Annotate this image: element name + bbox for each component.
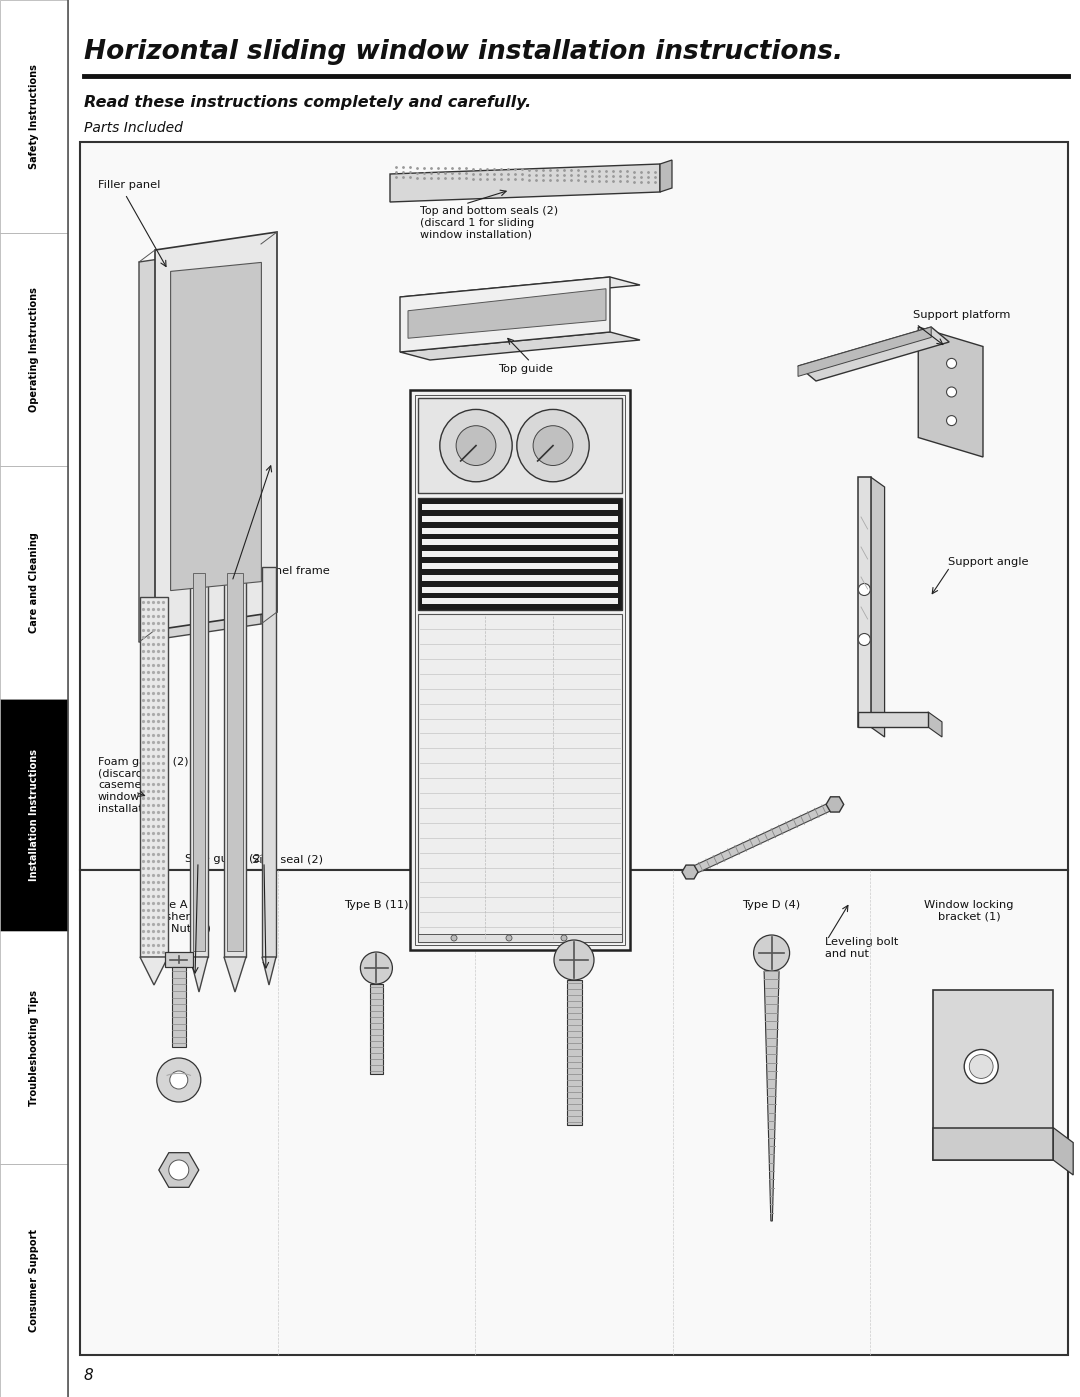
Text: Parts Included: Parts Included (84, 122, 183, 136)
Text: Type D (4): Type D (4) (743, 900, 800, 909)
Bar (422, 574, 618, 581)
Text: Support platform: Support platform (913, 310, 1011, 320)
Circle shape (859, 633, 870, 645)
Text: Top and bottom seals (2)
(discard 1 for sliding
window installation): Top and bottom seals (2) (discard 1 for … (420, 205, 558, 239)
Circle shape (440, 409, 512, 482)
Text: Read these instructions completely and carefully.: Read these instructions completely and c… (84, 95, 531, 109)
Polygon shape (400, 277, 610, 352)
Bar (422, 504, 618, 510)
Bar (415, 395, 625, 944)
Polygon shape (798, 327, 949, 381)
Bar (80, 870, 1068, 1355)
Text: Type A (2)
Washer (2)
and Nut (2): Type A (2) Washer (2) and Nut (2) (147, 900, 212, 933)
Text: Installation Instructions: Installation Instructions (29, 749, 39, 882)
Bar (227, 573, 243, 951)
Circle shape (157, 1058, 201, 1102)
Bar (0, 233, 68, 465)
Text: Type C (3): Type C (3) (545, 900, 603, 909)
Bar (165, 951, 193, 967)
Text: Window locking
bracket (1): Window locking bracket (1) (924, 900, 1014, 922)
Text: Air conditioner: Air conditioner (478, 854, 562, 863)
Bar (418, 499, 622, 610)
Bar (418, 615, 622, 942)
Bar (262, 567, 276, 957)
Text: Filler panel frame: Filler panel frame (230, 566, 329, 577)
Circle shape (517, 409, 590, 482)
Polygon shape (798, 327, 931, 376)
Text: Filler panel: Filler panel (98, 180, 160, 190)
Bar (418, 935, 622, 942)
Polygon shape (660, 161, 672, 191)
Polygon shape (1053, 1127, 1074, 1175)
Polygon shape (764, 971, 779, 1221)
Polygon shape (159, 1153, 199, 1187)
Bar (224, 567, 246, 957)
Circle shape (456, 426, 496, 465)
Bar (0, 0, 68, 233)
Text: Consumer Support: Consumer Support (29, 1229, 39, 1333)
Polygon shape (928, 712, 942, 738)
Bar (422, 528, 618, 534)
Bar (422, 598, 618, 605)
Text: Foam gasket (2)
(discard for
casement
window
installation): Foam gasket (2) (discard for casement wi… (98, 757, 189, 813)
Circle shape (170, 1071, 188, 1090)
Text: Troubleshooting Tips: Troubleshooting Tips (29, 989, 39, 1106)
Text: Top guide: Top guide (498, 365, 553, 374)
Bar (933, 990, 1053, 1160)
Bar (418, 398, 622, 493)
Bar (933, 1127, 1053, 1160)
Circle shape (561, 935, 567, 942)
Polygon shape (400, 332, 640, 360)
Text: Leveling bolt
and nut: Leveling bolt and nut (825, 937, 899, 958)
Circle shape (946, 387, 957, 397)
Bar (172, 967, 186, 1048)
Polygon shape (681, 865, 698, 879)
Bar (0, 465, 68, 698)
Polygon shape (826, 796, 843, 812)
Bar (192, 573, 205, 951)
Bar (0, 932, 68, 1164)
Circle shape (754, 935, 789, 971)
Bar (858, 712, 928, 726)
Bar (0, 698, 68, 932)
Circle shape (451, 935, 457, 942)
Polygon shape (408, 289, 606, 338)
Circle shape (946, 415, 957, 426)
Polygon shape (171, 263, 261, 591)
Text: 8: 8 (84, 1368, 94, 1383)
Text: Side guide (2): Side guide (2) (185, 854, 265, 863)
Bar (858, 476, 870, 726)
Bar (369, 983, 383, 1074)
Circle shape (859, 584, 870, 595)
Text: Side seal (2): Side seal (2) (252, 854, 323, 863)
Bar (80, 142, 1068, 870)
Polygon shape (140, 957, 168, 985)
Circle shape (361, 951, 392, 983)
Text: Support angle: Support angle (948, 557, 1028, 567)
Polygon shape (870, 476, 885, 738)
Circle shape (964, 1049, 998, 1084)
Text: Care and Cleaning: Care and Cleaning (29, 532, 39, 633)
Bar (0, 1164, 68, 1397)
Text: Safety Instructions: Safety Instructions (29, 64, 39, 169)
Polygon shape (918, 327, 983, 457)
Bar (140, 597, 168, 957)
Polygon shape (688, 800, 837, 876)
Circle shape (534, 426, 572, 465)
Bar (410, 390, 630, 950)
Text: Horizontal sliding window installation instructions.: Horizontal sliding window installation i… (84, 39, 843, 66)
Circle shape (168, 1160, 189, 1180)
Polygon shape (400, 277, 640, 305)
Bar (422, 587, 618, 592)
Bar (190, 567, 208, 957)
Circle shape (970, 1055, 994, 1078)
Bar (422, 515, 618, 521)
Text: Operating Instructions: Operating Instructions (29, 286, 39, 412)
Circle shape (507, 935, 512, 942)
Polygon shape (224, 957, 246, 992)
Bar (422, 563, 618, 569)
Polygon shape (262, 957, 276, 985)
Bar (422, 539, 618, 545)
Circle shape (554, 940, 594, 981)
Bar (567, 981, 581, 1125)
